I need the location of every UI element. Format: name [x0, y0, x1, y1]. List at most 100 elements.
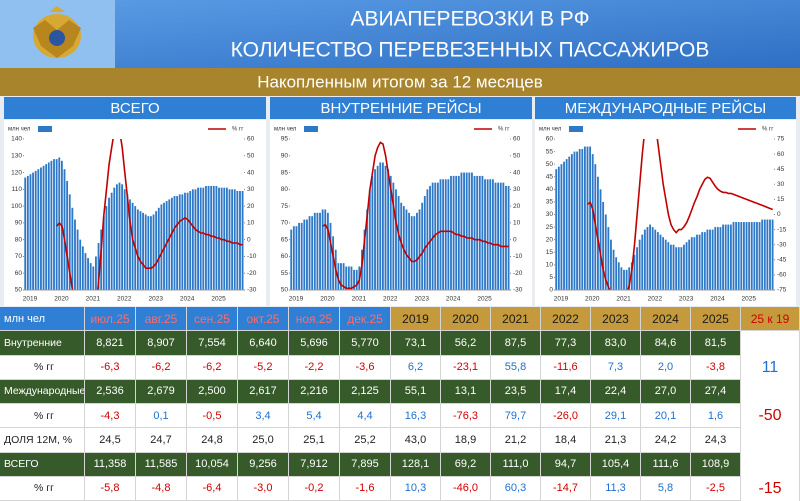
data-cell: 24,2 — [641, 428, 691, 453]
bar — [316, 212, 319, 290]
bar — [199, 187, 202, 290]
data-cell: 8,821 — [85, 331, 136, 356]
data-cell: 1,6 — [691, 404, 741, 429]
bar — [439, 179, 442, 290]
data-cell: 5,696 — [289, 331, 340, 356]
data-cell: 9,256 — [238, 452, 289, 477]
data-cell: 5,770 — [340, 331, 391, 356]
y-tick-label: 130 — [11, 152, 22, 159]
bar — [604, 214, 607, 290]
bar — [646, 227, 649, 290]
bar — [750, 222, 753, 290]
bar — [26, 175, 29, 290]
y-tick-label: 120 — [11, 169, 22, 176]
header-cell: 25 к 19 — [741, 307, 800, 332]
data-cell: -1,6 — [340, 476, 391, 501]
bar — [743, 222, 745, 290]
bar — [371, 175, 374, 290]
bar — [703, 232, 706, 290]
section-header-bg — [270, 97, 532, 119]
y2-tick-label: -20 — [513, 270, 523, 277]
bar — [152, 214, 155, 290]
data-cell: 2,125 — [340, 379, 391, 404]
bar — [465, 172, 468, 290]
y-tick-label: 50 — [546, 161, 554, 168]
data-cell: 25,2 — [340, 428, 391, 453]
bar — [194, 189, 197, 290]
bar — [460, 172, 463, 290]
bar — [727, 224, 730, 290]
bar — [79, 239, 82, 290]
data-cell: 2,500 — [187, 379, 238, 404]
bar — [207, 185, 210, 290]
bar — [50, 160, 53, 290]
y-tick-label: 90 — [15, 220, 23, 227]
bar — [563, 161, 565, 290]
bar — [212, 185, 215, 290]
bar — [478, 175, 481, 290]
y-tick-label: 5 — [549, 274, 553, 281]
bar — [139, 211, 142, 290]
bar — [150, 216, 152, 290]
bar — [641, 234, 644, 290]
bar — [455, 175, 458, 290]
bar — [121, 184, 124, 290]
bar — [667, 242, 670, 290]
bar — [714, 227, 717, 290]
bar — [189, 191, 192, 290]
legend-label: % гг — [498, 127, 510, 133]
data-cell: 55,8 — [491, 355, 541, 380]
data-cell: -6,3 — [85, 355, 136, 380]
x-tick-label: 2023 — [679, 296, 694, 303]
y-tick-label: 95 — [281, 136, 289, 143]
data-cell: 69,2 — [441, 452, 491, 477]
page-title: АВИАПЕРЕВОЗКИ В РФ — [350, 8, 589, 31]
y-tick-label: 15 — [546, 249, 554, 256]
bar — [53, 159, 55, 290]
bar — [379, 162, 382, 290]
band-text: Накопленным итогом за 12 месяцев — [257, 72, 543, 91]
section-header-bg — [535, 97, 796, 119]
y2-tick-label: -30 — [247, 287, 257, 294]
y-tick-label: 110 — [12, 186, 23, 193]
bar — [157, 207, 160, 290]
charts: АВИАПЕРЕВОЗКИ В РФ КОЛИЧЕСТВО ПЕРЕВЕЗЕНН… — [0, 0, 800, 306]
y-tick-label: 80 — [281, 186, 289, 193]
x-tick-label: 2020 — [585, 296, 600, 303]
bar — [756, 222, 758, 290]
bar — [677, 247, 680, 290]
bar — [181, 194, 184, 290]
bar — [450, 175, 452, 290]
y2-tick-label: -20 — [247, 270, 257, 277]
bar — [599, 189, 602, 290]
bar — [416, 212, 418, 290]
bar — [471, 172, 473, 290]
bar — [381, 162, 384, 290]
bar — [729, 224, 732, 290]
bar — [706, 229, 709, 290]
data-cell: 94,7 — [541, 452, 591, 477]
bar — [113, 187, 116, 290]
y2-tick-label: 0 — [513, 236, 517, 243]
change-cell-empty — [741, 379, 800, 404]
emblem — [33, 6, 81, 58]
bar — [131, 202, 134, 290]
bar — [40, 167, 42, 290]
line — [587, 139, 773, 290]
bar — [615, 257, 618, 290]
data-cell: 24,7 — [136, 428, 187, 453]
data-cell: 22,4 — [591, 379, 641, 404]
data-cell: -5,8 — [85, 476, 136, 501]
bar — [737, 222, 740, 290]
bar — [680, 247, 683, 290]
x-tick-label: 2022 — [383, 296, 398, 303]
data-cell: 108,9 — [691, 452, 741, 477]
bar — [489, 179, 492, 290]
bar — [210, 185, 213, 290]
data-cell: 25,0 — [238, 428, 289, 453]
data-cell: 29,1 — [591, 404, 641, 429]
row-label: % гг — [0, 404, 85, 429]
bar — [494, 182, 497, 290]
bar — [345, 266, 348, 290]
